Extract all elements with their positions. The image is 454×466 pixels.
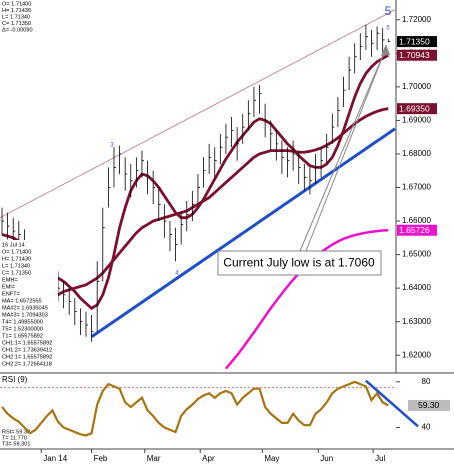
y-tick-label: 1.68000 xyxy=(402,149,431,158)
x-tick-label: May xyxy=(264,454,279,463)
value-box xyxy=(397,103,437,115)
series-line xyxy=(1,107,389,330)
value-box xyxy=(397,224,437,236)
value-label: 1.70943 xyxy=(399,50,430,60)
annotation-text: Current July low is at 1.7060 xyxy=(223,256,375,270)
y-tick-label: 40 xyxy=(422,423,431,432)
info-line: Δ= -0.00090 xyxy=(2,27,33,33)
data-window-line: T5= 1.52300000 xyxy=(2,326,43,332)
series-line xyxy=(1,380,389,437)
arrow-head xyxy=(381,44,390,56)
x-tick-label: Jun xyxy=(320,454,333,463)
info-line: C= 1.71350 xyxy=(2,21,31,27)
x-tick-label: Jul xyxy=(375,454,385,463)
info-line: T3= 59.301 xyxy=(2,441,30,447)
y-tick-label: 1.66000 xyxy=(402,216,431,225)
x-tick-label: Jan 14 xyxy=(43,454,68,463)
y-tick-label: 1.65000 xyxy=(402,250,431,259)
trendline xyxy=(0,9,396,219)
value-box xyxy=(408,399,450,411)
y-tick-label: 1.70000 xyxy=(402,82,431,91)
y-tick-label: 1.62000 xyxy=(402,350,431,359)
data-window-line: T4= 1.49855000 xyxy=(2,319,43,325)
wave-label: 4 xyxy=(175,271,179,277)
price-panel: 1.720001.710001.700001.690001.680001.670… xyxy=(0,9,437,370)
data-window-line: L= 1.71340 xyxy=(2,263,30,269)
data-window-line: MA#2= 1.6935045 xyxy=(2,305,48,311)
data-window-line: MA#3= 1.7094303 xyxy=(2,312,48,318)
data-window-line: MA= 1.6572555 xyxy=(2,298,42,304)
data-window-line: O= 1.71400 xyxy=(2,249,31,255)
y-tick-label: 1.63000 xyxy=(402,317,431,326)
data-window-line: CH1:2= 1.73639412 xyxy=(2,347,52,353)
data-window-line: CH2:1= 1.65575892 xyxy=(2,354,52,360)
y-tick-label: 1.69000 xyxy=(402,116,431,125)
arrow-line xyxy=(305,47,387,252)
y-tick-label: 80 xyxy=(422,377,431,386)
value-label: 1.69350 xyxy=(399,103,430,113)
info-line: O= 1.71400 xyxy=(2,1,31,7)
data-window-line: T1= 1.65575892 xyxy=(2,333,43,339)
wave-label: 5 xyxy=(386,26,390,32)
x-tick-label: Mar xyxy=(147,454,161,463)
panel-title: RSI (9) xyxy=(2,375,28,384)
data-window-line: CH1:1= 1.65575892 xyxy=(2,340,52,346)
info-line: H= 1.71430 xyxy=(2,8,31,14)
value-label: 1.71350 xyxy=(399,36,430,46)
arrow-line xyxy=(299,47,387,252)
x-tick-label: Feb xyxy=(94,454,108,463)
data-window-line: EMH= xyxy=(2,277,18,283)
value-box xyxy=(397,49,437,61)
data-window-line: ENFT= xyxy=(2,291,20,297)
data-window-line: CH2:2= 1.72664118 xyxy=(2,361,52,367)
info-line: L= 1.71340 xyxy=(2,14,30,20)
x-tick-label: Apr xyxy=(202,454,215,463)
info-line: T= 11.770 xyxy=(2,435,27,441)
y-tick-label: 1.72000 xyxy=(402,15,431,24)
value-box xyxy=(397,36,437,48)
trendline xyxy=(365,379,419,428)
value-label: 1.65726 xyxy=(399,225,430,235)
series-line xyxy=(1,54,389,310)
data-window-line: H= 1.71430 xyxy=(2,256,31,262)
value-label: 59.30 xyxy=(418,400,440,410)
info-line: RSI= 59.30 xyxy=(2,429,30,435)
data-window-line: EMl= xyxy=(2,284,15,290)
y-tick-label: 1.67000 xyxy=(402,183,431,192)
wave-label: 5 xyxy=(385,4,392,18)
data-window-line: C= 1.71350 xyxy=(2,270,31,276)
trendline xyxy=(90,127,396,339)
wave-label: 3 xyxy=(110,143,114,149)
data-window-line: 16 Jul 14 xyxy=(2,242,25,248)
data-window-bg xyxy=(0,240,58,371)
annotation: Current July low is at 1.7060 xyxy=(217,44,390,276)
annotation-box xyxy=(217,250,382,276)
y-tick-label: 1.64000 xyxy=(402,283,431,292)
